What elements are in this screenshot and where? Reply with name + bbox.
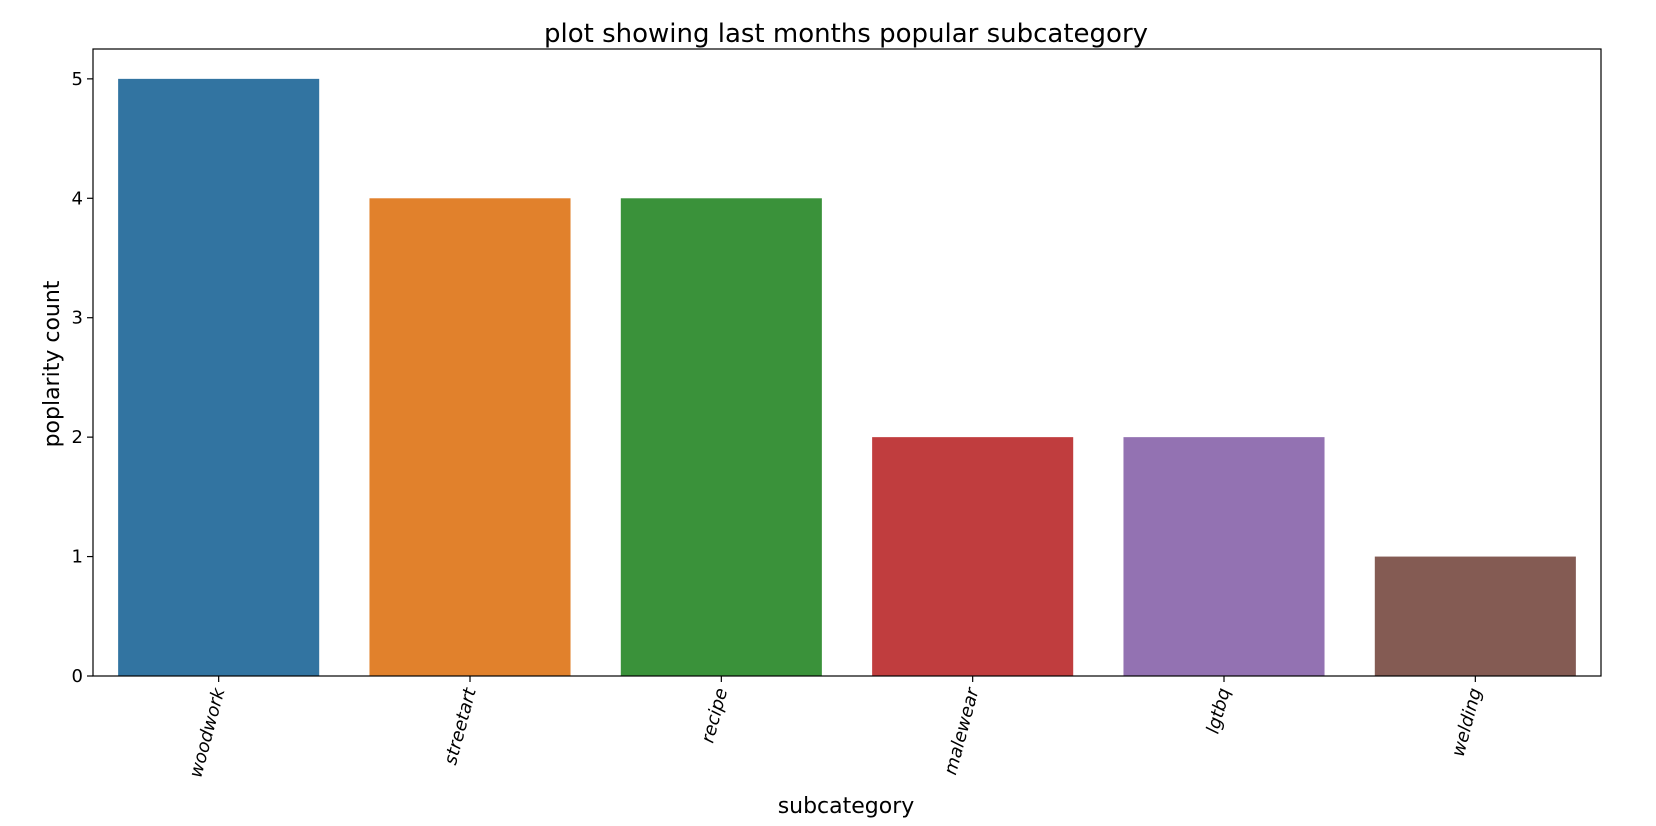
y-tick-label-5: 5 [72,69,83,90]
plot-area-frame [92,48,1602,677]
y-tick-label-4: 4 [72,188,83,209]
y-tick-label-3: 3 [72,308,83,329]
y-tick-label-0: 0 [72,666,83,687]
bar-recipe [620,198,822,677]
y-axis-ticks: 0 1 2 3 4 5 [72,69,93,687]
bar-lgtbq [1123,437,1325,676]
bar-woodwork [118,78,320,677]
y-tick-label-2: 2 [72,427,83,448]
x-tick-label-recipe: recipe [697,686,732,745]
x-tick-label-malewear: malewear [940,684,984,777]
y-axis-label: poplarity count [40,280,65,447]
x-tick-label-woodwork: woodwork [185,684,229,780]
x-axis-ticks: woodwork streetart recipe malewear lgtbq weld… [185,676,1486,780]
bar-malewear [872,437,1074,676]
y-tick-label-1: 1 [72,547,83,568]
bar-streetart [369,198,571,677]
x-tick-label-welding: welding [1448,686,1486,759]
bar-welding [1374,556,1576,676]
bars-group [118,78,1576,677]
chart-title: plot showing last months popular subcate… [544,19,1148,49]
x-tick-label-streetart: streetart [440,685,481,767]
x-axis-label: subcategory [778,794,915,819]
x-tick-label-lgtbq: lgtbq [1203,686,1235,736]
